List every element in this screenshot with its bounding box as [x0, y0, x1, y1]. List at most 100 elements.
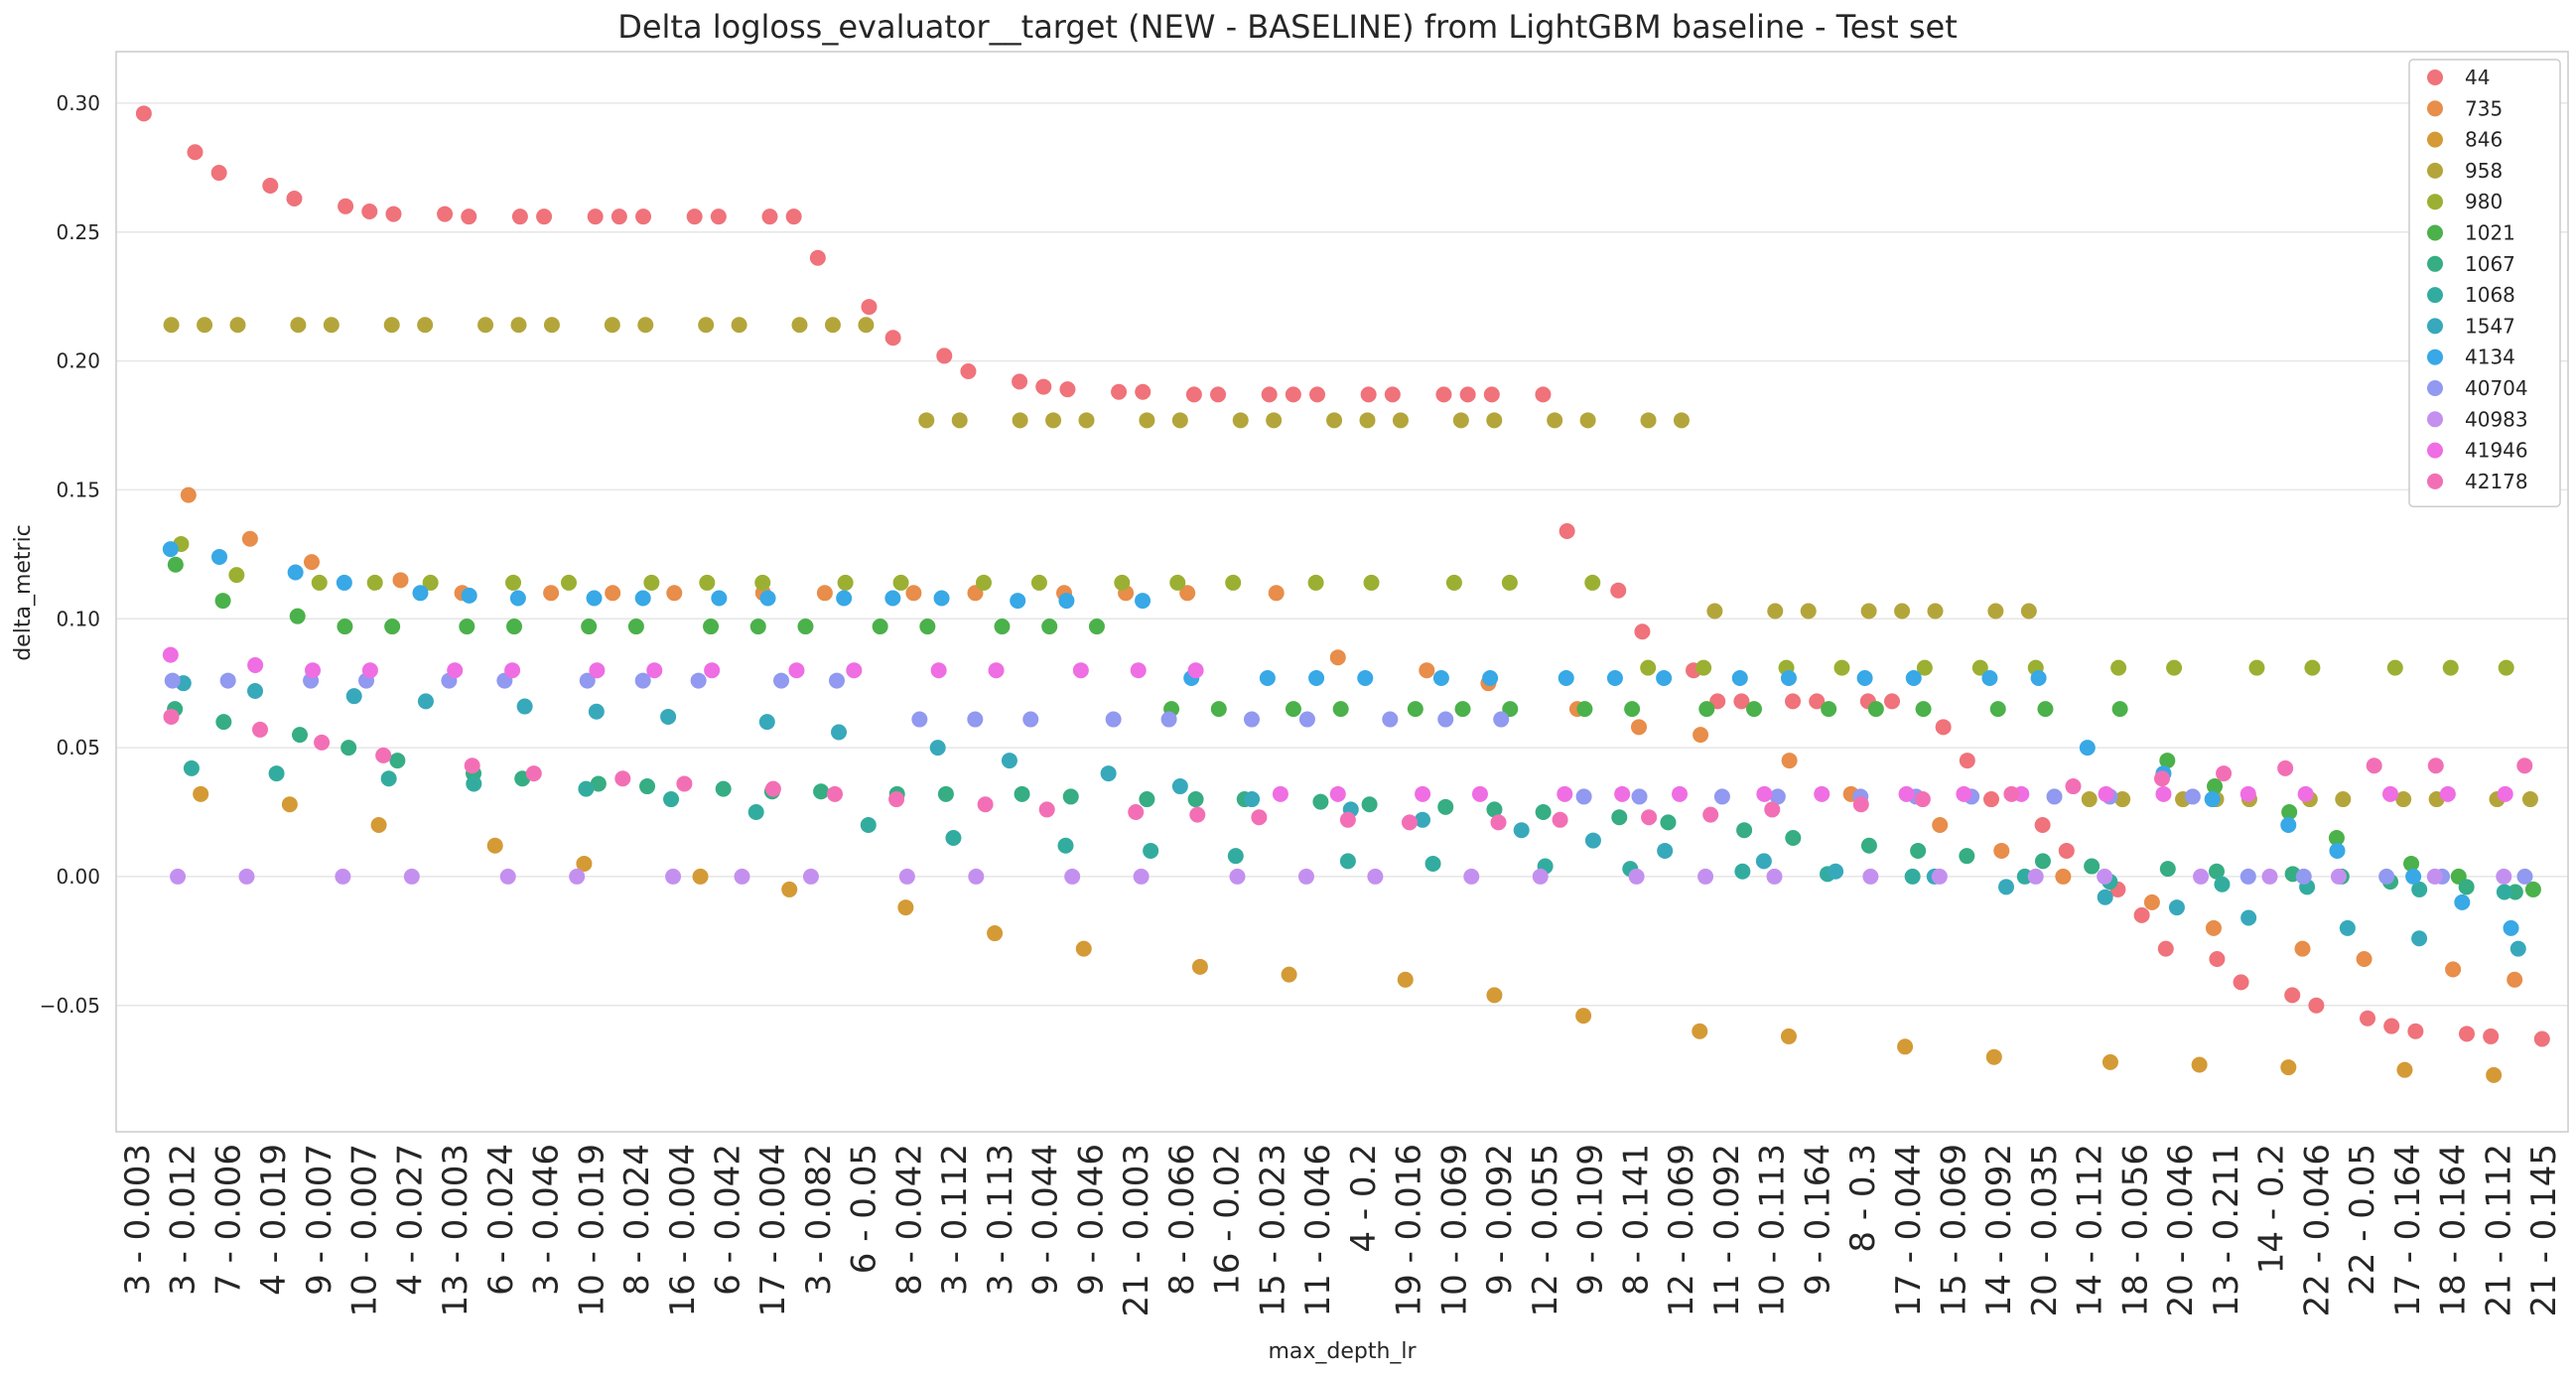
- data-point-44: [1059, 381, 1076, 398]
- data-point-846: [1397, 971, 1414, 988]
- data-point-42178: [1128, 804, 1145, 821]
- data-point-40983: [1931, 868, 1948, 885]
- data-point-42178: [764, 780, 781, 797]
- data-point-1021: [1088, 619, 1105, 635]
- y-tick-label: 0.30: [56, 91, 100, 115]
- data-point-980: [1169, 574, 1186, 591]
- data-point-44: [2533, 1031, 2550, 1047]
- data-point-4134: [1308, 669, 1325, 686]
- data-point-40983: [1133, 868, 1150, 885]
- data-point-40983: [170, 868, 187, 885]
- data-point-1547: [1100, 765, 1117, 782]
- data-point-41946: [2497, 785, 2513, 802]
- data-point-980: [1307, 574, 1324, 591]
- data-point-958: [1392, 412, 1409, 429]
- data-point-44: [187, 144, 203, 161]
- x-tick-label: 3 - 0.046: [527, 1144, 567, 1296]
- data-point-735: [1329, 649, 1346, 666]
- data-point-44: [960, 362, 977, 379]
- data-point-4134: [1981, 669, 1998, 686]
- data-point-846: [1281, 966, 1297, 983]
- data-point-42178: [1552, 811, 1568, 828]
- data-point-958: [1045, 412, 1062, 429]
- data-point-40704: [634, 672, 651, 689]
- y-tick-label: 0.00: [56, 865, 100, 889]
- data-point-1547: [247, 682, 264, 699]
- data-point-1021: [167, 556, 184, 573]
- data-point-41946: [930, 662, 947, 679]
- data-point-41946: [1272, 785, 1288, 802]
- data-point-846: [1191, 958, 1208, 975]
- legend-label: 735: [2465, 96, 2503, 120]
- data-point-4134: [211, 548, 228, 565]
- legend-marker-980: [2427, 194, 2443, 210]
- data-point-41946: [305, 662, 322, 679]
- data-point-958: [163, 317, 180, 334]
- data-point-980: [1501, 574, 1518, 591]
- data-point-1547: [1001, 753, 1017, 769]
- data-point-4134: [1856, 669, 1873, 686]
- data-point-44: [1012, 373, 1028, 390]
- data-point-40704: [2184, 788, 2201, 805]
- data-point-40983: [898, 868, 915, 885]
- data-point-40983: [1229, 868, 1246, 885]
- data-point-980: [1695, 659, 1712, 676]
- data-point-958: [1767, 603, 1784, 620]
- data-point-44: [135, 105, 152, 122]
- data-point-958: [477, 317, 494, 334]
- legend-marker-40704: [2427, 380, 2443, 396]
- data-point-4134: [162, 541, 179, 558]
- data-point-958: [1894, 603, 1911, 620]
- data-point-44: [1535, 386, 1552, 403]
- data-point-980: [366, 574, 383, 591]
- data-point-42178: [1702, 806, 1719, 823]
- data-points: [135, 105, 2550, 1083]
- data-point-1068: [747, 804, 764, 821]
- data-point-4134: [586, 590, 603, 607]
- data-point-1067: [389, 753, 406, 769]
- data-point-735: [605, 585, 621, 602]
- data-point-4134: [2030, 669, 2047, 686]
- data-point-42178: [2277, 759, 2294, 776]
- data-point-41946: [1614, 785, 1631, 802]
- x-tick-label: 21 - 0.112: [2479, 1144, 2518, 1316]
- data-point-958: [2020, 603, 2037, 620]
- data-point-42178: [1189, 806, 1206, 823]
- data-point-41946: [846, 662, 863, 679]
- data-point-1021: [2403, 855, 2420, 872]
- data-point-44: [1884, 693, 1901, 710]
- data-point-958: [858, 317, 875, 334]
- y-axis-label: delta_metric: [11, 524, 36, 661]
- data-point-40983: [1862, 868, 1879, 885]
- data-point-1021: [1407, 701, 1424, 718]
- data-point-958: [1266, 412, 1283, 429]
- legend-label: 846: [2465, 128, 2503, 152]
- data-point-44: [2483, 1028, 2500, 1044]
- data-point-1021: [1454, 701, 1471, 718]
- data-point-40704: [1022, 711, 1039, 728]
- data-point-40983: [2097, 868, 2113, 885]
- legend-marker-41946: [2427, 442, 2443, 459]
- data-point-1021: [2328, 829, 2345, 846]
- data-point-1067: [2458, 879, 2475, 895]
- data-point-980: [1114, 574, 1131, 591]
- data-point-980: [892, 574, 909, 591]
- legend: 44 735 846 958 980 1021 1067 1068 1547 4134 40704 4…: [2408, 59, 2561, 507]
- data-point-846: [1075, 940, 1092, 957]
- data-point-846: [2191, 1056, 2208, 1073]
- data-point-42178: [163, 708, 180, 725]
- data-point-42178: [2216, 765, 2233, 782]
- data-point-846: [897, 899, 914, 916]
- data-point-40983: [2261, 868, 2278, 885]
- data-point-1021: [797, 619, 814, 635]
- data-point-1547: [929, 740, 946, 757]
- data-point-958: [1171, 412, 1188, 429]
- data-point-4134: [2405, 868, 2422, 885]
- x-tick-label: 8 - 0.066: [1162, 1144, 1202, 1296]
- data-point-1021: [2207, 778, 2224, 795]
- data-point-1547: [588, 703, 605, 720]
- data-point-958: [637, 317, 654, 334]
- x-tick-label: 17 - 0.044: [1889, 1144, 1929, 1316]
